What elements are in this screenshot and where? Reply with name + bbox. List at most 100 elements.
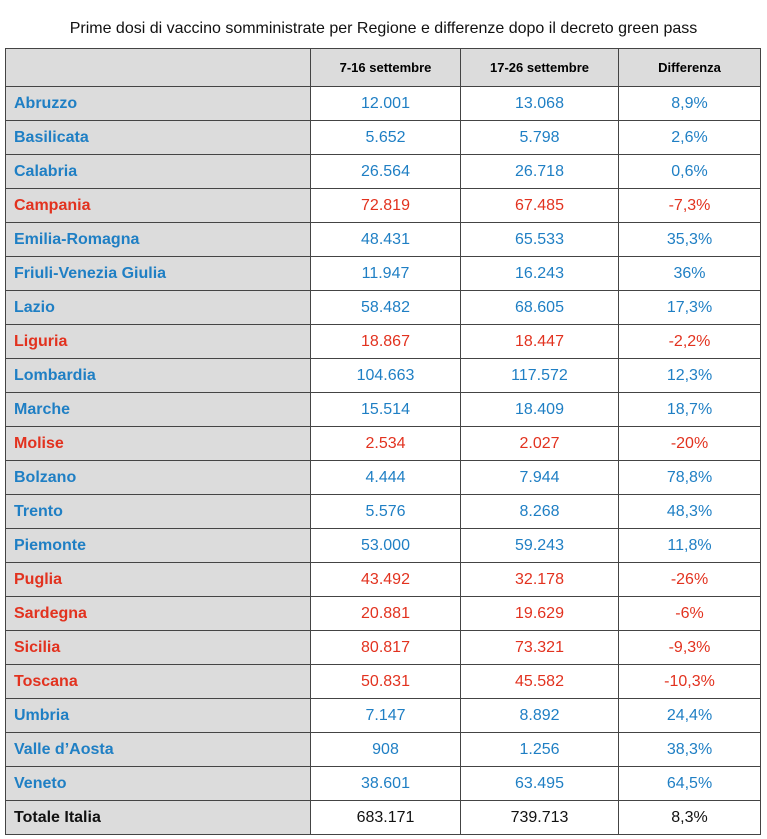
table-row: Piemonte 53.000 59.243 11,8% (5, 528, 761, 563)
value-cell: 12.001 (310, 86, 461, 121)
region-cell: Trento (5, 494, 311, 529)
region-cell: Totale Italia (5, 800, 311, 835)
value-cell: -6% (618, 596, 761, 631)
table-row: Basilicata 5.652 5.798 2,6% (5, 120, 761, 155)
region-cell: Veneto (5, 766, 311, 801)
value-cell: 26.564 (310, 154, 461, 189)
value-cell: 20.881 (310, 596, 461, 631)
value-cell: 58.482 (310, 290, 461, 325)
value-cell: 0,6% (618, 154, 761, 189)
table-row: Totale Italia 683.171 739.713 8,3% (5, 800, 761, 835)
value-cell: 45.582 (460, 664, 619, 699)
table-row: Molise 2.534 2.027 -20% (5, 426, 761, 461)
header-cell: Differenza (618, 48, 761, 87)
table-row: Sardegna 20.881 19.629 -6% (5, 596, 761, 631)
region-cell: Friuli-Venezia Giulia (5, 256, 311, 291)
value-cell: 18.409 (460, 392, 619, 427)
table-row: Sicilia 80.817 73.321 -9,3% (5, 630, 761, 665)
value-cell: 48,3% (618, 494, 761, 529)
region-cell: Bolzano (5, 460, 311, 495)
value-cell: 16.243 (460, 256, 619, 291)
value-cell: 683.171 (310, 800, 461, 835)
value-cell: 17,3% (618, 290, 761, 325)
value-cell: 8.892 (460, 698, 619, 733)
value-cell: 43.492 (310, 562, 461, 597)
value-cell: 36% (618, 256, 761, 291)
value-cell: 73.321 (460, 630, 619, 665)
value-cell: 5.576 (310, 494, 461, 529)
value-cell: 53.000 (310, 528, 461, 563)
region-cell: Liguria (5, 324, 311, 359)
value-cell: 7.944 (460, 460, 619, 495)
value-cell: 59.243 (460, 528, 619, 563)
region-cell: Campania (5, 188, 311, 223)
value-cell: 11.947 (310, 256, 461, 291)
value-cell: 50.831 (310, 664, 461, 699)
value-cell: 65.533 (460, 222, 619, 257)
header-cell (5, 48, 311, 87)
value-cell: -9,3% (618, 630, 761, 665)
value-cell: 8,9% (618, 86, 761, 121)
value-cell: 35,3% (618, 222, 761, 257)
value-cell: 38.601 (310, 766, 461, 801)
value-cell: 19.629 (460, 596, 619, 631)
value-cell: 18.447 (460, 324, 619, 359)
value-cell: 4.444 (310, 460, 461, 495)
table-row: Trento 5.576 8.268 48,3% (5, 494, 761, 529)
header-row: 7-16 settembre 17-26 settembre Differenz… (5, 48, 761, 87)
table-row: Lazio 58.482 68.605 17,3% (5, 290, 761, 325)
table-row: Emilia-Romagna 48.431 65.533 35,3% (5, 222, 761, 257)
value-cell: 67.485 (460, 188, 619, 223)
header-cell: 17-26 settembre (460, 48, 619, 87)
value-cell: 739.713 (460, 800, 619, 835)
value-cell: 63.495 (460, 766, 619, 801)
region-cell: Lombardia (5, 358, 311, 393)
table-row: Puglia 43.492 32.178 -26% (5, 562, 761, 597)
region-cell: Toscana (5, 664, 311, 699)
table-row: Veneto 38.601 63.495 64,5% (5, 766, 761, 801)
value-cell: 1.256 (460, 732, 619, 767)
table-row: Liguria 18.867 18.447 -2,2% (5, 324, 761, 359)
region-cell: Calabria (5, 154, 311, 189)
table-row: Friuli-Venezia Giulia 11.947 16.243 36% (5, 256, 761, 291)
value-cell: 24,4% (618, 698, 761, 733)
value-cell: 5.798 (460, 120, 619, 155)
region-cell: Puglia (5, 562, 311, 597)
region-cell: Abruzzo (5, 86, 311, 121)
value-cell: 2.027 (460, 426, 619, 461)
region-cell: Basilicata (5, 120, 311, 155)
header-cell: 7-16 settembre (310, 48, 461, 87)
value-cell: 15.514 (310, 392, 461, 427)
value-cell: 48.431 (310, 222, 461, 257)
value-cell: 2.534 (310, 426, 461, 461)
value-cell: -20% (618, 426, 761, 461)
value-cell: 38,3% (618, 732, 761, 767)
table-row: Bolzano 4.444 7.944 78,8% (5, 460, 761, 495)
table-row: Calabria 26.564 26.718 0,6% (5, 154, 761, 189)
value-cell: 78,8% (618, 460, 761, 495)
table-row: Abruzzo 12.001 13.068 8,9% (5, 86, 761, 121)
table-row: Marche 15.514 18.409 18,7% (5, 392, 761, 427)
value-cell: -10,3% (618, 664, 761, 699)
value-cell: 12,3% (618, 358, 761, 393)
value-cell: 11,8% (618, 528, 761, 563)
region-cell: Umbria (5, 698, 311, 733)
region-cell: Piemonte (5, 528, 311, 563)
region-cell: Molise (5, 426, 311, 461)
region-cell: Emilia-Romagna (5, 222, 311, 257)
data-table: 7-16 settembre 17-26 settembre Differenz… (5, 48, 761, 835)
region-cell: Sicilia (5, 630, 311, 665)
value-cell: -7,3% (618, 188, 761, 223)
value-cell: 80.817 (310, 630, 461, 665)
value-cell: -26% (618, 562, 761, 597)
value-cell: 26.718 (460, 154, 619, 189)
value-cell: 8,3% (618, 800, 761, 835)
value-cell: 64,5% (618, 766, 761, 801)
value-cell: 72.819 (310, 188, 461, 223)
table-row: Lombardia 104.663 117.572 12,3% (5, 358, 761, 393)
value-cell: 13.068 (460, 86, 619, 121)
table-row: Toscana 50.831 45.582 -10,3% (5, 664, 761, 699)
table-row: Campania 72.819 67.485 -7,3% (5, 188, 761, 223)
value-cell: 7.147 (310, 698, 461, 733)
